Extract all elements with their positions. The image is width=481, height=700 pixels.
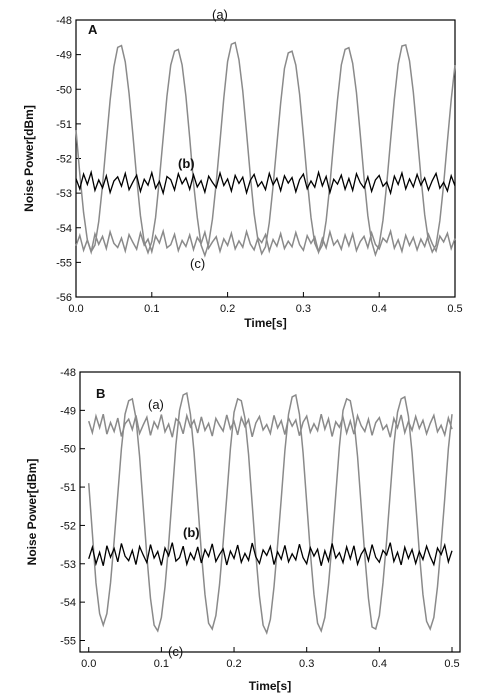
x-tick-label: 0.5 [447, 303, 462, 315]
x-tick-label: 0.3 [299, 658, 314, 670]
x-tick-label: 0.2 [220, 303, 235, 315]
series-label: (c) [168, 644, 183, 659]
series-line [75, 228, 456, 255]
y-tick-label: -56 [56, 292, 72, 304]
y-tick-label: -54 [60, 597, 76, 609]
y-tick-label: -53 [60, 559, 76, 571]
y-tick-label: -55 [60, 635, 76, 647]
series-label: (c) [190, 256, 205, 271]
x-axis-label: Time[s] [249, 679, 291, 693]
series-label: (a) [148, 397, 164, 412]
panel-label: B [96, 386, 105, 401]
x-tick-label: 0.5 [444, 658, 459, 670]
x-tick-label: 0.4 [372, 658, 387, 670]
series-label: (b) [183, 525, 200, 540]
y-tick-label: -49 [56, 50, 72, 62]
series-label: (b) [178, 156, 195, 171]
x-axis-label: Time[s] [244, 316, 286, 330]
y-tick-label: -49 [60, 405, 76, 417]
y-tick-label: -54 [56, 223, 72, 235]
series-line [75, 169, 456, 196]
y-tick-label: -51 [56, 119, 72, 131]
y-tick-label: -48 [60, 367, 76, 379]
x-tick-label: 0.0 [81, 658, 96, 670]
plot-frame [79, 371, 461, 653]
x-tick-label: 0.0 [68, 303, 83, 315]
y-tick-label: -52 [56, 154, 72, 166]
y-tick-label: -50 [60, 444, 76, 456]
y-tick-label: -55 [56, 257, 72, 269]
y-tick-label: -48 [56, 15, 72, 27]
series-label: (a) [212, 7, 228, 22]
x-tick-label: 0.3 [296, 303, 311, 315]
y-tick-label: -53 [56, 188, 72, 200]
y-axis-label: Noise Power[dBm] [25, 459, 39, 566]
series-line [75, 41, 456, 258]
x-tick-label: 0.4 [372, 303, 387, 315]
y-tick-label: -52 [60, 520, 76, 532]
x-tick-label: 0.1 [144, 303, 159, 315]
y-tick-label: -50 [56, 84, 72, 96]
series-line [87, 391, 453, 635]
series-line [88, 412, 453, 438]
x-tick-label: 0.2 [226, 658, 241, 670]
x-tick-label: 0.1 [154, 658, 169, 670]
series-line [88, 542, 453, 567]
y-tick-label: -51 [60, 482, 76, 494]
y-axis-label: Noise Power[dBm] [22, 105, 36, 212]
panel-label: A [88, 22, 98, 37]
